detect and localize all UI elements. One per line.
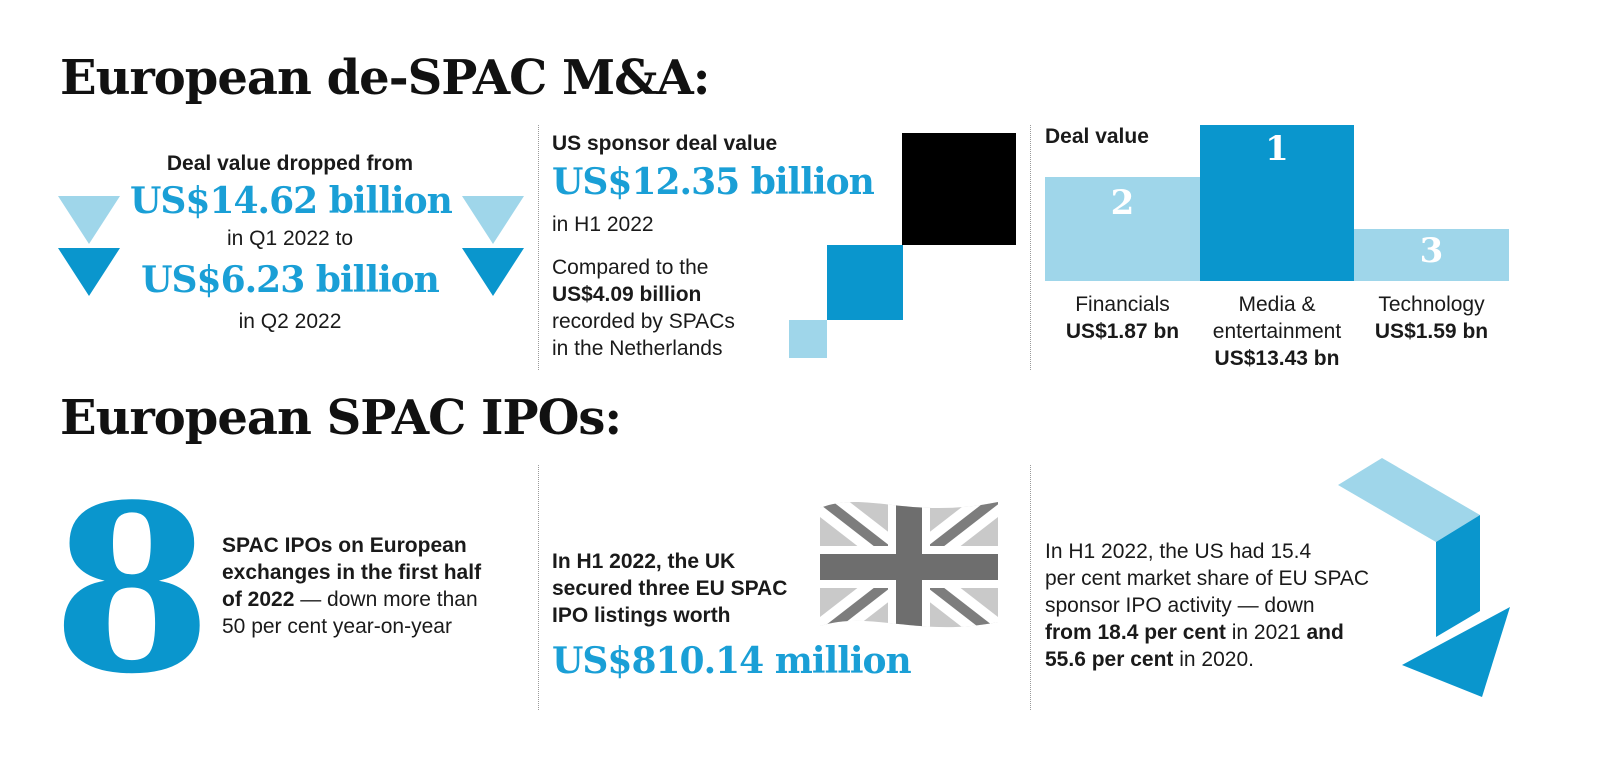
share-text-line: sponsor IPO activity — down: [1045, 594, 1315, 617]
share-text-rest: in 2020.: [1173, 648, 1254, 671]
ipo-text-rest: — down more than: [294, 588, 478, 611]
sector-label: entertainment: [1212, 320, 1342, 343]
compare-line1: Compared to the: [552, 256, 709, 279]
section-title-de-spac: European de-SPAC M&A:: [60, 50, 710, 106]
share-text-line: In H1 2022, the US had 15.4: [1045, 540, 1312, 563]
section-title-spac-ipos: European SPAC IPOs:: [60, 390, 622, 446]
sector-value: US$1.87 bn: [1065, 320, 1180, 343]
bar-media: 1: [1200, 125, 1354, 281]
deal-value-heading: Deal value: [1045, 125, 1149, 148]
deal-value-drop-block: Deal value dropped from US$14.62 billion…: [130, 150, 453, 335]
q1-value: US$14.62 billion: [130, 180, 453, 222]
share-text-bold: and: [1306, 621, 1344, 644]
divider: [1030, 465, 1031, 710]
ipo-text-bold: of 2022: [222, 588, 295, 611]
compare-value: US$4.09 billion: [552, 283, 702, 306]
compare-line3: recorded by SPACs: [552, 310, 735, 333]
rank-label: 3: [1419, 231, 1444, 271]
divider: [1030, 125, 1031, 370]
uk-text-line: IPO listings worth: [552, 604, 731, 627]
compare-line4: in the Netherlands: [552, 337, 723, 360]
uk-text-line: In H1 2022, the UK: [552, 550, 736, 573]
q2-label: in Q2 2022: [238, 310, 342, 333]
ipo-text-line: SPAC IPOs on European: [222, 534, 467, 557]
us-sponsor-block: US sponsor deal value US$12.35 billion i…: [552, 130, 875, 362]
financials-label-block: Financials US$1.87 bn: [1045, 291, 1200, 345]
uk-listing-value: US$810.14 million: [552, 640, 912, 682]
triangle-down-icon: [58, 196, 120, 303]
media-label-block: Media & entertainment US$13.43 bn: [1200, 291, 1354, 372]
technology-label-block: Technology US$1.59 bn: [1354, 291, 1509, 345]
sector-value: US$13.43 bn: [1214, 347, 1340, 370]
uk-flag-icon: [820, 498, 998, 641]
ipo-text-line: 50 per cent year-on-year: [222, 615, 452, 638]
down-arrow-icon: [1330, 455, 1520, 710]
us-sponsor-period: in H1 2022: [552, 213, 654, 236]
uk-listing-text: In H1 2022, the UK secured three EU SPAC…: [552, 548, 832, 629]
ipo-count-text: SPAC IPOs on European exchanges in the f…: [222, 532, 522, 640]
us-sponsor-heading: US sponsor deal value: [552, 132, 778, 155]
square-black: [902, 133, 1016, 245]
divider: [538, 465, 539, 710]
share-text-rest: in 2021: [1225, 621, 1307, 644]
ipo-text-line: exchanges in the first half: [222, 561, 482, 584]
sector-label: Technology: [1378, 293, 1485, 316]
big-number: 8: [52, 455, 213, 725]
uk-text-line: secured three EU SPAC: [552, 577, 788, 600]
sector-label: Financials: [1075, 293, 1170, 316]
square-light-blue: [789, 320, 827, 358]
q1-label: in Q1 2022 to: [226, 227, 354, 250]
us-sponsor-value: US$12.35 billion: [552, 161, 875, 203]
square-blue: [827, 245, 903, 320]
drop-label: Deal value dropped from: [166, 152, 414, 175]
bar-technology: 3: [1354, 229, 1509, 281]
divider: [538, 125, 539, 370]
rank-label: 1: [1265, 129, 1289, 169]
bar-financials: 2: [1045, 177, 1200, 281]
sector-value: US$1.59 bn: [1374, 320, 1489, 343]
share-text-line: per cent market share of EU SPAC: [1045, 567, 1370, 590]
triangle-down-icon: [462, 196, 524, 303]
rank-label: 2: [1110, 183, 1135, 223]
sector-label: Media &: [1238, 293, 1316, 316]
share-text-bold: from 18.4 per cent: [1045, 621, 1226, 644]
q2-value: US$6.23 billion: [141, 259, 440, 301]
share-text-bold: 55.6 per cent: [1045, 648, 1174, 671]
us-share-text: In H1 2022, the US had 15.4 per cent mar…: [1045, 538, 1405, 673]
